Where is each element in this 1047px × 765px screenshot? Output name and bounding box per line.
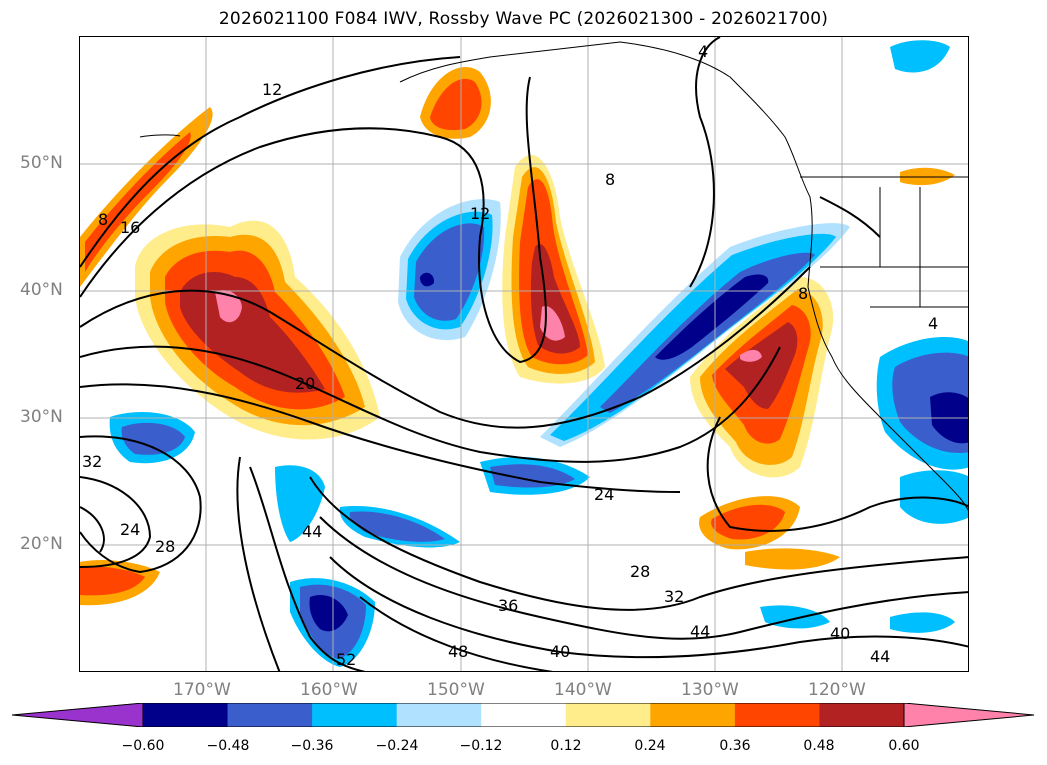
lat-label-30n: 30°N xyxy=(20,407,63,427)
contour-label-44: 44 xyxy=(690,622,710,641)
contour-label-8c: 8 xyxy=(798,284,808,303)
colorbar-tick-label: 0.48 xyxy=(803,738,835,754)
colorbar-tick-label: 0.12 xyxy=(550,738,582,754)
iwv-contours xyxy=(80,37,968,671)
contour-label-48: 48 xyxy=(448,642,468,661)
contour-label-12b: 12 xyxy=(470,204,490,223)
contour-label-4b: 4 xyxy=(698,42,708,61)
colorbar-cell xyxy=(565,703,651,727)
colorbar-tick-label: −0.36 xyxy=(290,738,334,754)
negative-anomaly-shading xyxy=(109,40,968,667)
contour-label-36: 36 xyxy=(498,596,518,615)
colorbar-cell xyxy=(227,703,313,727)
lon-label-120w: 120°W xyxy=(808,680,866,700)
contour-label-32b: 32 xyxy=(82,452,102,471)
lon-label-140w: 140°W xyxy=(554,680,612,700)
figure-title: 2026021100 F084 IWV, Rossby Wave PC (202… xyxy=(218,9,829,29)
colorbar-tick-label: 0.36 xyxy=(719,738,751,754)
colorbar-tick-label: −0.24 xyxy=(375,738,419,754)
lon-label-130w: 130°W xyxy=(681,680,739,700)
lat-label-50n: 50°N xyxy=(20,153,63,173)
colorbar-tick-label: 0.60 xyxy=(888,738,920,754)
contour-label-44b: 44 xyxy=(302,522,322,541)
contour-label-8: 8 xyxy=(98,210,108,229)
contour-label-8b: 8 xyxy=(605,170,615,189)
colorbar-cell xyxy=(734,703,820,727)
colorbar-cell xyxy=(312,703,398,727)
contour-labels: 12 8 16 20 24 28 32 36 40 44 48 52 4 8 1… xyxy=(82,42,938,669)
colorbar-cell xyxy=(481,703,567,727)
map-canvas: 12 8 16 20 24 28 32 36 40 44 48 52 4 8 1… xyxy=(80,37,968,671)
contour-label-44c: 44 xyxy=(870,647,890,666)
contour-label-28: 28 xyxy=(630,562,650,581)
contour-label-12: 12 xyxy=(262,80,282,99)
colorbar-tick-label: −0.48 xyxy=(206,738,250,754)
contour-label-40: 40 xyxy=(550,642,570,661)
lat-label-20n: 20°N xyxy=(20,534,63,554)
contour-label-32: 32 xyxy=(664,587,684,606)
lon-label-160w: 160°W xyxy=(300,680,358,700)
contour-label-52: 52 xyxy=(336,650,356,669)
colorbar-extend-low xyxy=(12,703,144,727)
colorbar-cell xyxy=(396,703,482,727)
contour-label-28b: 28 xyxy=(155,537,175,556)
graticule xyxy=(80,37,968,671)
colorbar-tick-label: −0.12 xyxy=(459,738,503,754)
contour-label-16: 16 xyxy=(120,218,140,237)
contour-label-24: 24 xyxy=(594,485,614,504)
colorbar-cell xyxy=(819,703,905,727)
colorbar-tick-label: −0.60 xyxy=(121,738,165,754)
colorbar-extend-high xyxy=(903,703,1035,727)
colorbar-tick-label: 0.24 xyxy=(634,738,666,754)
contour-label-40b: 40 xyxy=(830,624,850,643)
colorbar-cells xyxy=(143,703,905,727)
lat-label-40n: 40°N xyxy=(20,280,63,300)
colorbar xyxy=(12,703,1035,727)
colorbar-cell xyxy=(143,703,229,727)
lon-label-170w: 170°W xyxy=(173,680,231,700)
contour-label-24b: 24 xyxy=(120,520,140,539)
lon-label-150w: 150°W xyxy=(427,680,485,700)
colorbar-cell xyxy=(650,703,736,727)
contour-label-20: 20 xyxy=(295,374,315,393)
coastlines xyxy=(139,41,968,512)
map-panel: 12 8 16 20 24 28 32 36 40 44 48 52 4 8 1… xyxy=(79,36,969,672)
contour-label-4: 4 xyxy=(928,314,938,333)
